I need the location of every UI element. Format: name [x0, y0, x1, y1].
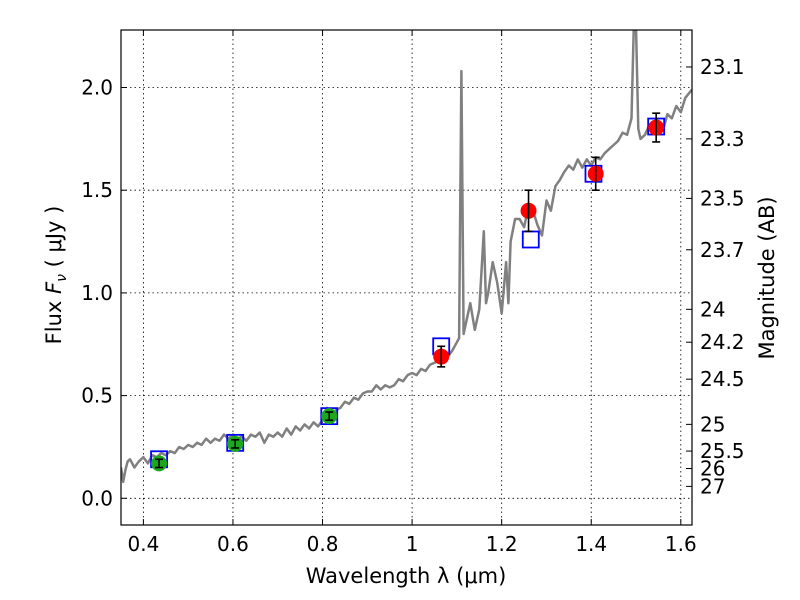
- y-axis-label-variable: F: [42, 281, 66, 294]
- right-tick-label: 24.2: [700, 330, 745, 354]
- x-tick-label: 1.4: [575, 532, 607, 556]
- right-tick-label: 25.5: [700, 439, 745, 463]
- x-axis-label: Wavelength λ (μm): [306, 564, 507, 588]
- right-tick-label: 23.1: [700, 55, 745, 79]
- plot-frame: [120, 29, 693, 526]
- right-tick-label: 23.3: [700, 127, 745, 151]
- y-tick-label: 1.5: [81, 178, 113, 202]
- y-tick-label: 2.0: [81, 76, 113, 100]
- y-tick-label: 0.5: [81, 384, 113, 408]
- x-tick-label: 0.6: [217, 532, 249, 556]
- marker-layer: [150, 112, 666, 472]
- y-axis-label: Flux Fν ( μJy ): [42, 206, 70, 345]
- right-tick-label: 23.7: [700, 238, 745, 262]
- tick-layer: 0.4 0.6 0.8 1 1.2 1.4 1.6 0.0 0.5 1.0 1.5 2.0 23.1 23…: [81, 30, 745, 556]
- right-tick-label: 23.5: [700, 186, 745, 210]
- x-tick-label: 1.2: [486, 532, 518, 556]
- y-axis-label-subscript: ν: [54, 274, 70, 282]
- x-tick-label: 0.8: [307, 532, 339, 556]
- right-tick-label: 24.5: [700, 367, 745, 391]
- right-tick-label: 24: [700, 297, 725, 321]
- y-tick-label: 1.0: [81, 281, 113, 305]
- x-tick-label: 1: [406, 532, 419, 556]
- x-tick-label: 0.4: [127, 532, 159, 556]
- y-tick-label: 0.0: [81, 486, 113, 510]
- y-axis-label-prefix: Flux: [42, 294, 66, 344]
- right-axis-label: Magnitude (AB): [755, 196, 779, 359]
- right-tick-label: 26: [700, 457, 725, 481]
- x-tick-label: 1.6: [665, 532, 697, 556]
- y-axis-label-units: ( μJy ): [42, 206, 66, 274]
- right-tick-label: 27: [700, 474, 725, 498]
- right-tick-label: 25: [700, 412, 725, 436]
